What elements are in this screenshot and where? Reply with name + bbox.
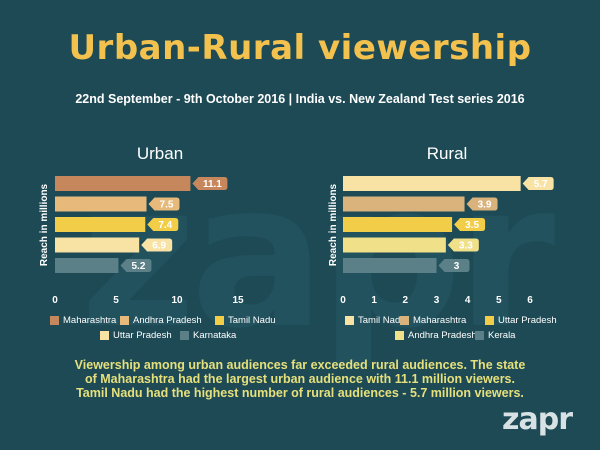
brand-logo: zapr xyxy=(502,402,573,437)
rural-x-tick: 4 xyxy=(465,295,471,306)
rural-bar-5 xyxy=(343,258,437,273)
page-title: Urban-Rural viewership xyxy=(68,28,532,68)
rural-data-label: 3.3 xyxy=(459,241,473,252)
urban-legend-item: Uttar Pradesh xyxy=(100,330,172,341)
rural-data-label-bg xyxy=(454,218,486,231)
page-subtitle: 22nd September - 9th October 2016 | Indi… xyxy=(75,92,525,106)
summary-text: Viewership among urban audiences far exc… xyxy=(74,358,526,400)
urban-chart-title: Urban xyxy=(137,144,183,163)
urban-legend-swatch xyxy=(120,315,129,325)
urban-data-label-bg xyxy=(192,177,228,190)
rural-legend-item: Tamil Nadu xyxy=(345,315,406,326)
rural-data-label: 3 xyxy=(454,261,460,272)
rural-x-tick: 0 xyxy=(340,295,346,306)
rural-legend-item: Kerala xyxy=(475,330,515,341)
urban-x-tick: 5 xyxy=(113,295,119,306)
urban-bar-5 xyxy=(55,258,119,273)
rural-data-label-bg xyxy=(447,238,479,252)
rural-legend-item: Maharashtra xyxy=(400,315,466,326)
rural-legend-item: Uttar Pradesh xyxy=(485,315,557,326)
rural-bar-1 xyxy=(343,176,521,191)
urban-data-label: 7.4 xyxy=(158,220,172,231)
rural-bar-3 xyxy=(343,217,453,232)
rural-legend-label: Kerala xyxy=(488,330,516,341)
rural-data-label-bg xyxy=(522,177,554,190)
rural-legend-label: Andhra Pradesh xyxy=(408,330,477,341)
rural-y-axis-label: Reach in millions xyxy=(328,183,339,266)
urban-legend-label: Maharashtra xyxy=(63,315,117,326)
rural-data-label-bg xyxy=(438,259,470,272)
urban-legend-swatch xyxy=(215,315,224,325)
urban-y-axis-label: Reach in millions xyxy=(39,183,50,266)
urban-data-label: 5.2 xyxy=(131,261,145,272)
urban-legend: Maharashtra Andhra Pradesh Tamil Nadu Uttar… xyxy=(50,315,290,345)
urban-bar-3 xyxy=(55,217,146,232)
rural-bar-2 xyxy=(343,196,465,212)
urban-legend-label: Tamil Nadu xyxy=(228,315,276,326)
urban-legend-item: Karnataka xyxy=(180,330,236,341)
rural-bar-4 xyxy=(343,237,446,253)
rural-legend-swatch xyxy=(485,315,494,325)
urban-legend-label: Andhra Pradesh xyxy=(133,315,202,326)
urban-x-tick: 15 xyxy=(232,295,244,306)
urban-x-tick: 0 xyxy=(52,295,58,306)
rural-legend-swatch xyxy=(400,315,409,325)
urban-legend-item: Tamil Nadu xyxy=(215,315,276,326)
rural-data-label-bg xyxy=(466,197,498,211)
rural-chart-title: Rural xyxy=(427,144,468,163)
urban-data-label: 7.5 xyxy=(160,200,174,211)
urban-legend-item: Andhra Pradesh xyxy=(120,315,202,326)
urban-data-label-bg xyxy=(141,238,173,252)
rural-data-label: 3.9 xyxy=(478,200,492,211)
rural-legend-label: Maharashtra xyxy=(413,315,467,326)
urban-legend-swatch xyxy=(50,315,59,325)
urban-bar-2 xyxy=(55,196,147,212)
rural-legend: Tamil Nadu Maharashtra Uttar Pradesh Andhra… xyxy=(345,315,575,345)
urban-data-label: 11.1 xyxy=(203,179,222,190)
urban-x-tick: 10 xyxy=(171,295,183,306)
rural-data-label: 5.7 xyxy=(534,179,548,190)
urban-legend-item: Maharashtra xyxy=(50,315,116,326)
rural-legend-swatch xyxy=(475,330,484,340)
urban-legend-swatch xyxy=(180,330,189,340)
rural-legend-swatch xyxy=(345,315,354,325)
rural-x-tick: 3 xyxy=(434,295,440,306)
urban-legend-label: Karnataka xyxy=(193,330,237,341)
rural-legend-label: Tamil Nadu xyxy=(358,315,406,326)
urban-bar-1 xyxy=(55,176,191,191)
rural-x-tick: 6 xyxy=(527,295,533,306)
urban-data-label-bg xyxy=(148,197,180,211)
rural-x-tick: 5 xyxy=(496,295,502,306)
rural-x-tick: 2 xyxy=(403,295,409,306)
urban-legend-swatch xyxy=(100,330,109,340)
urban-bar-4 xyxy=(55,237,140,253)
rural-legend-item: Andhra Pradesh xyxy=(395,330,477,341)
urban-data-label-bg xyxy=(147,218,179,231)
rural-legend-label: Uttar Pradesh xyxy=(498,315,557,326)
rural-x-tick: 1 xyxy=(371,295,377,306)
urban-legend-label: Uttar Pradesh xyxy=(113,330,172,341)
rural-legend-swatch xyxy=(395,330,404,340)
urban-data-label-bg xyxy=(120,259,152,272)
rural-data-label: 3.5 xyxy=(465,220,479,231)
urban-data-label: 6.9 xyxy=(152,241,166,252)
